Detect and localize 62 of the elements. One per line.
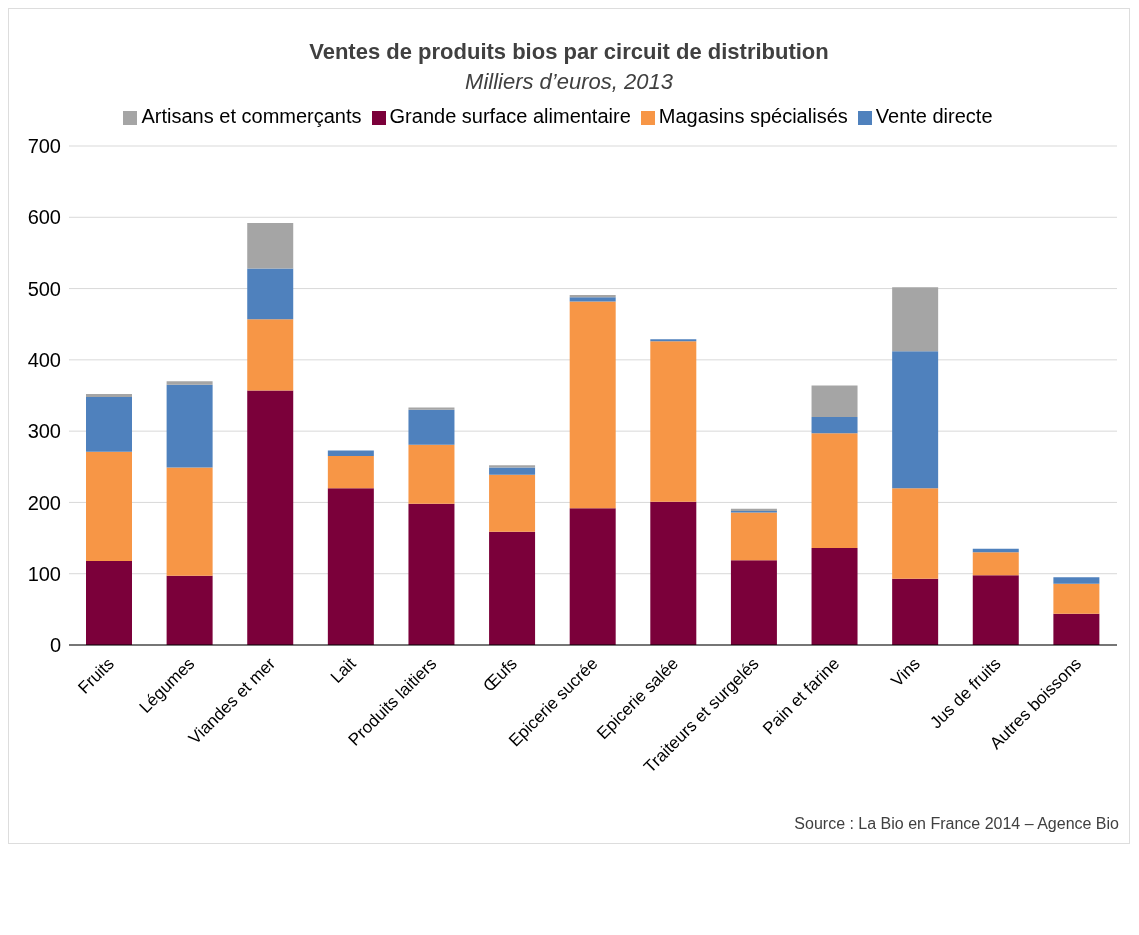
bar: [489, 467, 536, 475]
bar: [650, 339, 697, 342]
legend-label: Grande surface alimentaire: [389, 105, 631, 127]
bar: [247, 268, 294, 320]
bar: [247, 319, 294, 391]
bar: [811, 416, 858, 434]
bar: [489, 465, 536, 468]
legend-label: Magasins spécialisés: [658, 105, 848, 127]
bar: [327, 488, 374, 645]
bar: [489, 474, 536, 532]
chart-subtitle: Milliers d’euros, 2013: [464, 69, 674, 95]
y-tick-label: 300: [27, 420, 61, 443]
bar: [730, 512, 777, 561]
bar: [892, 578, 939, 645]
y-tick-label: 700: [27, 135, 61, 158]
bar: [569, 508, 616, 645]
bar: [166, 384, 213, 468]
y-tick-label: 0: [49, 634, 61, 657]
bar: [972, 575, 1019, 645]
bar: [408, 409, 455, 445]
bar: [811, 548, 858, 645]
bar: [972, 552, 1019, 576]
bar: [408, 444, 455, 504]
bar: [166, 467, 213, 576]
bar: [327, 456, 374, 489]
bar: [811, 433, 858, 549]
bar: [569, 297, 616, 302]
bar: [650, 501, 697, 645]
source-note: Source : La Bio en France 2014 – Agence Bio: [793, 815, 1120, 834]
y-tick-label: 500: [27, 277, 61, 300]
bar: [166, 575, 213, 645]
bar: [247, 390, 294, 645]
y-tick-label: 400: [27, 348, 61, 371]
bar: [1053, 577, 1100, 584]
y-tick-label: 600: [27, 206, 61, 229]
legend-label: Vente directe: [875, 105, 993, 127]
x-tick-label: Vins: [887, 654, 924, 691]
bar: [489, 531, 536, 645]
bar: [892, 351, 939, 489]
bar: [408, 503, 455, 645]
bar: [86, 394, 132, 397]
bar: [1053, 613, 1100, 645]
bar: [408, 407, 455, 410]
bar: [166, 381, 213, 385]
x-tick-label: Lait: [326, 653, 360, 687]
bar: [86, 451, 132, 561]
legend-label: Artisans et commerçants: [141, 105, 362, 127]
bar: [569, 294, 616, 298]
chart-title: Ventes de produits bios par circuit de distribution: [308, 39, 830, 65]
bar: [730, 560, 777, 645]
bar: [327, 450, 374, 457]
bar: [892, 488, 939, 579]
y-tick-label: 200: [27, 491, 61, 514]
bar: [569, 301, 616, 509]
bar: [86, 560, 132, 645]
bar: [1053, 583, 1100, 614]
y-tick-label: 100: [27, 562, 61, 585]
bar: [892, 287, 939, 352]
bar: [247, 222, 294, 269]
bar: [811, 385, 858, 417]
bar: [650, 341, 697, 502]
bar: [86, 396, 132, 452]
